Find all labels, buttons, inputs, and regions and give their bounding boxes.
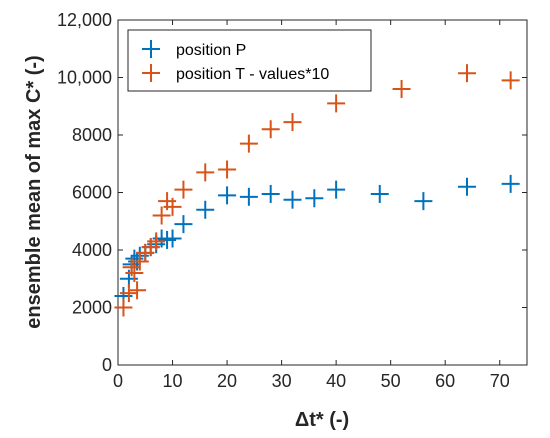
data-point (119, 284, 138, 303)
y-tick-label: 6000 (72, 183, 112, 203)
data-series (114, 64, 520, 317)
y-tick-label: 2000 (72, 298, 112, 318)
x-tick-label: 20 (217, 371, 237, 391)
data-point (327, 180, 346, 199)
data-point (239, 134, 258, 153)
data-point (114, 298, 133, 317)
y-tick-label: 10,000 (57, 68, 112, 88)
legend-marker (142, 64, 160, 82)
legend-item: position P (142, 40, 246, 59)
legend-marker (142, 40, 160, 58)
data-point (370, 184, 389, 203)
data-point (458, 177, 477, 196)
x-tick-label: 50 (381, 371, 401, 391)
x-tick-label: 60 (435, 371, 455, 391)
data-point (501, 71, 520, 90)
legend-label: position P (176, 42, 246, 59)
legend-label: position T - values*10 (176, 66, 329, 83)
data-point (218, 186, 237, 205)
y-axis-label: ensemble mean of max C* (-) (23, 55, 45, 328)
data-point (152, 206, 171, 225)
data-point (327, 94, 346, 113)
data-point (196, 163, 215, 182)
x-tick-label: 40 (326, 371, 346, 391)
data-point (163, 229, 182, 248)
legend-box (127, 29, 372, 92)
data-point (392, 80, 411, 98)
legend-item: position T - values*10 (142, 64, 329, 83)
y-tick-label: 4000 (72, 240, 112, 260)
y-axis: 0 2000 4000 6000 8000 10,000 12,000 (57, 10, 527, 375)
data-point (283, 190, 302, 209)
data-point (239, 187, 258, 206)
data-point (125, 264, 144, 282)
data-point (218, 160, 237, 179)
x-tick-label: 30 (272, 371, 292, 391)
y-tick-label: 8000 (72, 125, 112, 145)
x-tick-label: 70 (490, 371, 510, 391)
data-point (283, 113, 302, 132)
series-2 (114, 64, 520, 317)
x-axis-label: Δt* (-) (295, 409, 349, 431)
y-tick-label: 12,000 (57, 10, 112, 30)
data-point (128, 281, 147, 300)
data-point (305, 189, 324, 208)
data-point (458, 64, 477, 83)
x-tick-label: 10 (163, 371, 183, 391)
data-point (501, 174, 520, 193)
data-point (261, 184, 280, 203)
data-point (174, 180, 193, 199)
data-point (261, 120, 280, 139)
data-point (414, 192, 433, 211)
legend: position P position T - values*10 (127, 29, 372, 92)
x-tick-label: 0 (113, 371, 123, 391)
data-point (147, 232, 166, 251)
x-axis: 0 10 20 30 40 50 60 70 (113, 20, 510, 391)
data-point (163, 197, 182, 216)
y-tick-label: 0 (102, 355, 112, 375)
data-point (196, 200, 215, 219)
data-point (174, 215, 193, 234)
